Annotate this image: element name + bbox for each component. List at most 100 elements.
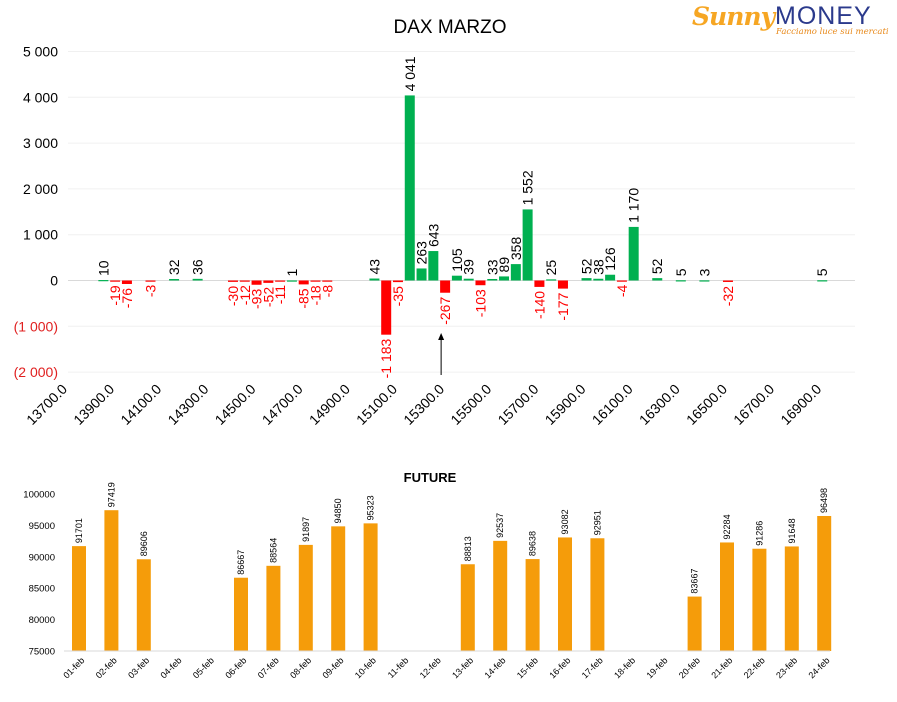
main-bar	[98, 280, 109, 282]
main-x-tick-label: 16300.0	[636, 381, 683, 428]
main-y-tick-label: 0	[50, 273, 58, 289]
future-data-label: 91648	[787, 518, 797, 543]
main-data-label: -11	[272, 285, 288, 304]
future-bar	[331, 526, 346, 651]
future-y-tick-label: 95000	[29, 521, 55, 532]
main-bar	[322, 280, 333, 282]
main-bar	[652, 278, 663, 281]
future-bar	[558, 537, 572, 651]
main-bar	[628, 226, 639, 281]
future-x-tick-label: 01-feb	[61, 655, 86, 680]
future-y-tick-label: 90000	[29, 552, 55, 563]
main-data-label: -30	[225, 286, 241, 306]
future-x-tick-label: 20-feb	[677, 655, 702, 680]
future-data-label: 86667	[236, 550, 246, 575]
main-bar	[534, 280, 545, 287]
main-bar	[487, 278, 498, 281]
future-x-tick-label: 04-feb	[158, 655, 183, 680]
main-data-label: 5	[814, 268, 830, 276]
future-data-label: 96498	[819, 488, 829, 513]
main-data-label: -32	[720, 286, 736, 306]
main-bar	[475, 280, 486, 286]
future-bar	[525, 559, 540, 651]
main-x-tick-label: 15700.0	[494, 381, 541, 428]
future-bar	[104, 510, 119, 651]
future-bar	[687, 596, 702, 651]
future-data-label: 91286	[754, 521, 764, 546]
main-bar	[605, 274, 616, 281]
future-y-tick-label: 85000	[29, 584, 55, 595]
future-bar	[817, 515, 832, 651]
future-chart-title: FUTURE	[404, 470, 457, 485]
future-data-label: 92284	[722, 514, 732, 539]
main-bar	[392, 280, 403, 283]
main-data-label: -76	[119, 288, 135, 308]
future-x-tick-label: 19-feb	[644, 655, 669, 680]
main-x-tick-label: 15100.0	[353, 381, 400, 428]
future-data-label: 88813	[463, 536, 473, 561]
main-y-tick-label: 2 000	[23, 181, 58, 197]
future-x-tick-label: 11-feb	[386, 655, 411, 680]
main-bar	[817, 280, 828, 282]
future-bar	[363, 523, 378, 651]
main-data-label: -3	[142, 284, 158, 297]
future-x-tick-label: 15-feb	[515, 655, 540, 680]
main-data-label: 643	[425, 223, 441, 247]
main-x-tick-label: 15300.0	[400, 381, 447, 428]
future-bar	[493, 540, 508, 651]
main-y-tick-label: 4 000	[23, 89, 58, 105]
future-data-label: 89638	[528, 531, 538, 556]
main-data-label: 39	[461, 259, 477, 275]
future-x-tick-label: 07-feb	[256, 655, 281, 680]
future-data-label: 91897	[301, 517, 311, 542]
dax-marzo-chart: DAX MARZO 10-19-76 -332 36-30-12-93-52-111…	[14, 17, 855, 428]
future-x-tick-label: 09-feb	[320, 655, 345, 680]
main-bar	[404, 95, 415, 281]
main-bar	[239, 280, 250, 282]
future-y-tick-label: 75000	[29, 647, 55, 658]
main-data-label: 38	[590, 259, 606, 275]
main-data-label: 43	[366, 259, 382, 275]
main-chart-title: DAX MARZO	[394, 17, 507, 38]
sunny-money-logo: Sunny MONEY Facciamo luce sui mercati	[690, 2, 895, 42]
main-bar	[192, 278, 203, 281]
main-x-tick-label: 13900.0	[70, 381, 117, 428]
future-x-tick-label: 16-feb	[547, 655, 572, 680]
main-x-tick-label: 13700.0	[23, 381, 70, 428]
future-x-tick-label: 21-feb	[709, 655, 734, 680]
main-bar	[428, 251, 439, 281]
main-x-tick-label: 14700.0	[259, 381, 306, 428]
main-bar	[286, 280, 297, 282]
main-bar	[451, 275, 462, 281]
main-data-label: -1 183	[378, 338, 394, 378]
future-chart: FUTURE 91701 97419 89606 86667 88564 91897 948…	[23, 470, 832, 680]
main-y-tick-label: 5 000	[23, 44, 58, 60]
main-x-tick-label: 16700.0	[730, 381, 777, 428]
future-y-tick-label: 80000	[29, 615, 55, 626]
logo-word-money: MONEY	[775, 2, 872, 30]
main-bar	[263, 280, 274, 283]
logo-tagline: Facciamo luce sui mercati	[776, 27, 889, 37]
future-bar	[136, 559, 151, 651]
main-data-label: -267	[437, 297, 453, 325]
main-bar	[310, 280, 321, 282]
future-x-tick-label: 22-feb	[742, 655, 767, 680]
main-data-label: 105	[449, 248, 465, 272]
main-bar	[546, 279, 557, 281]
main-x-tick-label: 14300.0	[164, 381, 211, 428]
main-y-tick-label: 3 000	[23, 135, 58, 151]
main-data-label: 263	[414, 241, 430, 265]
main-data-label: -52	[260, 287, 276, 307]
main-data-label: 32	[166, 259, 182, 275]
future-bar	[590, 538, 605, 651]
main-data-label: 3	[696, 268, 712, 276]
future-x-tick-label: 17-feb	[580, 655, 605, 680]
main-bar	[593, 278, 604, 281]
main-bar	[510, 264, 521, 281]
main-x-tick-label: 16500.0	[683, 381, 730, 428]
future-bar	[720, 542, 734, 651]
main-data-label: 33	[484, 259, 500, 275]
future-data-label: 89606	[139, 531, 149, 556]
future-data-label: 88564	[268, 538, 278, 563]
main-data-label: 1 552	[520, 170, 536, 205]
